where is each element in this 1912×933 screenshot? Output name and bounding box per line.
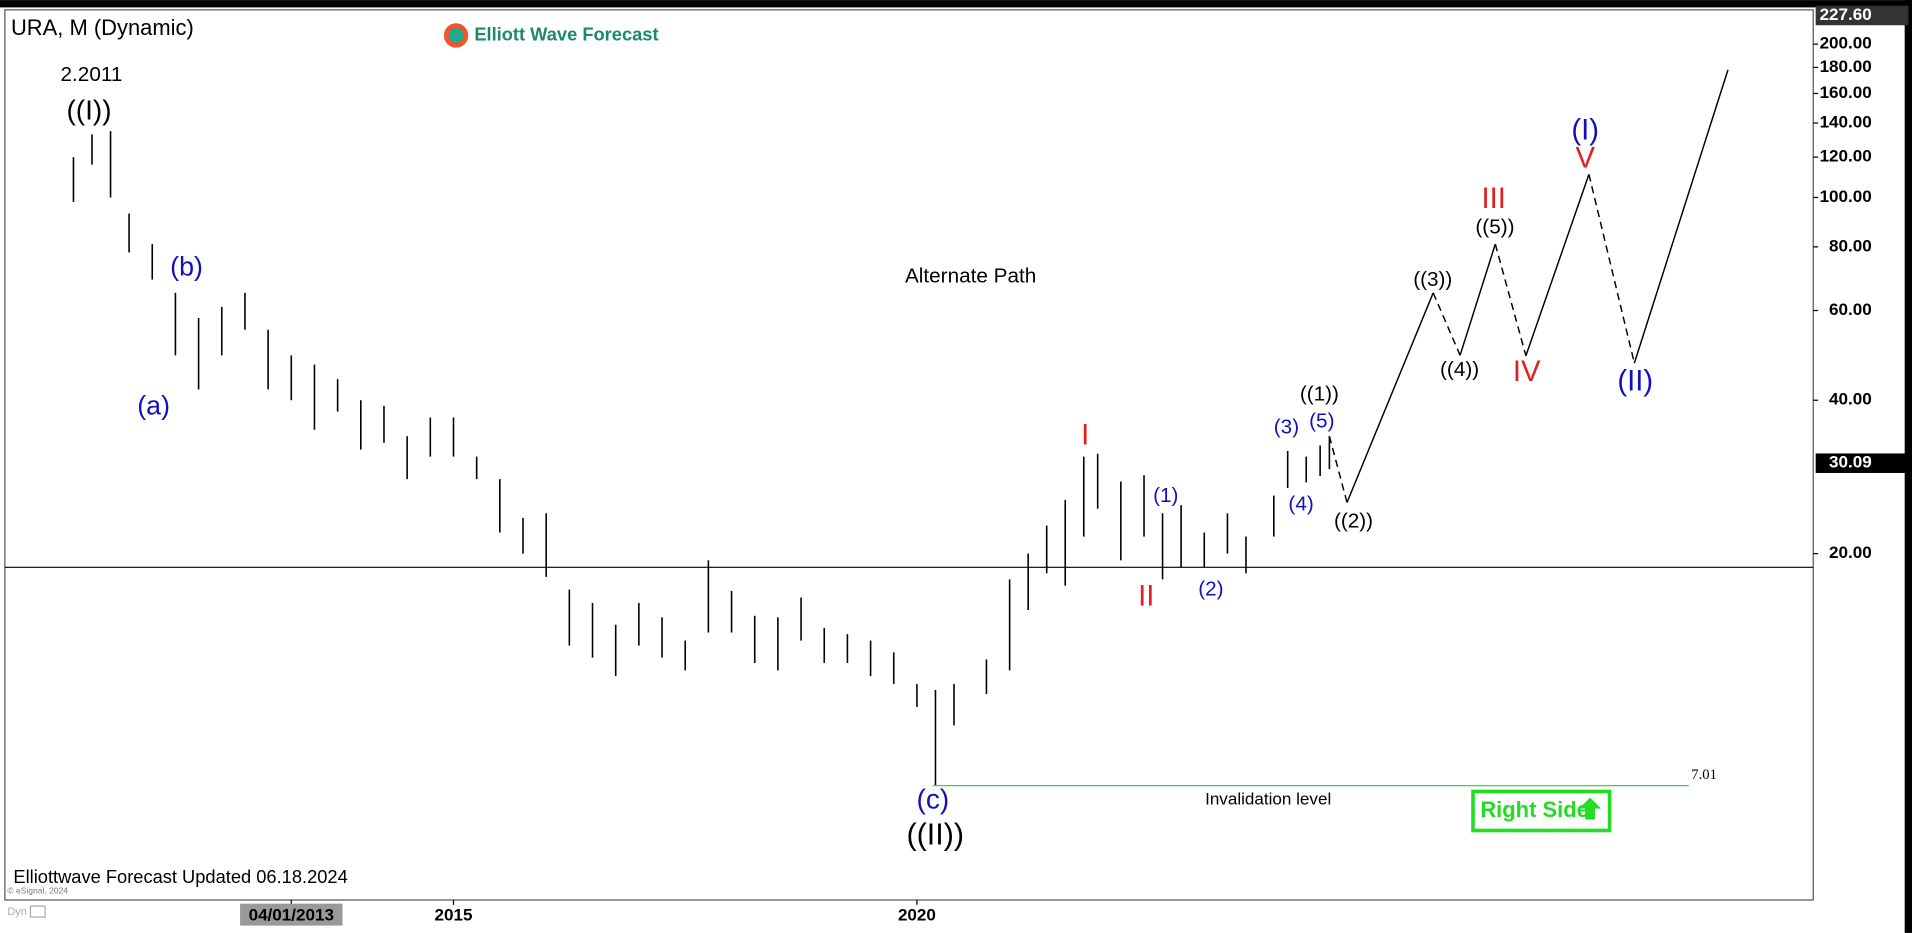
wave-label: Alternate Path [905,264,1036,287]
wave-label: (b) [170,251,203,281]
logo-icon-inner [448,28,464,43]
wave-label: ((I)) [66,95,111,126]
wave-label: (I) [1571,115,1599,147]
x-tick-label: 04/01/2013 [249,905,334,924]
y-tick-label: 140.00 [1820,113,1872,132]
wave-label: ((2)) [1334,509,1373,532]
y-tick-label: 200.00 [1820,34,1872,53]
wave-label: (c) [916,784,949,815]
mode-icon [29,905,46,918]
projection-segment [1346,292,1434,503]
chart-title: URA, M (Dynamic) [11,15,194,40]
price-marker [1815,453,1909,473]
wave-label: ((5)) [1475,216,1514,239]
logo: Elliott Wave Forecast [443,23,659,48]
badge-text: Right Side [1480,797,1588,822]
y-tick-label: 120.00 [1820,147,1872,166]
y-tick-label: 180.00 [1820,57,1872,76]
wave-label: (3) [1274,416,1299,439]
wave-label: ((4)) [1440,358,1479,381]
footer: Elliottwave Forecast Updated 06.18.2024 [13,866,347,887]
invalidation-value: 7.01 [1691,767,1717,783]
badge-arrow [1579,797,1602,820]
wave-label: (4) [1288,492,1313,515]
mode: Dyn [7,906,27,918]
top-border [0,0,1912,8]
x-tick-label: 2020 [898,905,936,924]
projection-segment [1633,69,1729,364]
wave-label: (a) [137,390,170,420]
wave-label: (5) [1309,409,1334,432]
y-tick-label: 160.00 [1820,83,1872,102]
y-tick-label: 20.00 [1829,543,1872,562]
wave-label: IV [1513,356,1541,388]
x-tick-label: 2015 [435,905,473,924]
projection-segment [1588,174,1636,364]
wave-label: ((II)) [907,818,965,852]
wave-label: ((3)) [1413,268,1452,291]
badge: Right Side [1471,789,1612,833]
wave-label: ((1)) [1300,383,1339,406]
wave-label: II [1138,580,1154,612]
y-tick-label: 40.00 [1829,390,1872,409]
projection-segment [1525,174,1590,357]
y-tick-label: 80.00 [1829,236,1872,255]
y-tick-label: 60.00 [1829,300,1872,319]
wave-label: (2) [1198,578,1223,601]
wave-label: I [1081,419,1089,451]
logo-text: Elliott Wave Forecast [474,23,658,44]
wave-label: 2.2011 [61,63,123,86]
x-cursor-label-bg [240,903,343,926]
wave-label: (II) [1617,366,1653,398]
plot-frame [4,9,1814,901]
price-marker-label: 227.60 [1820,5,1872,24]
wave-label: III [1482,183,1506,215]
copyright: © eSignal, 2024 [7,886,68,896]
y-tick-label: 100.00 [1820,187,1872,206]
invalidation-text: Invalidation level [1205,790,1331,809]
projection-segment [1494,243,1527,356]
projection-segment [1459,243,1497,356]
wave-label: V [1575,143,1595,175]
price-marker [1815,5,1909,26]
wave-label: (1) [1153,484,1178,507]
badge-box [1471,789,1612,833]
price-marker-label: 30.09 [1829,453,1872,472]
